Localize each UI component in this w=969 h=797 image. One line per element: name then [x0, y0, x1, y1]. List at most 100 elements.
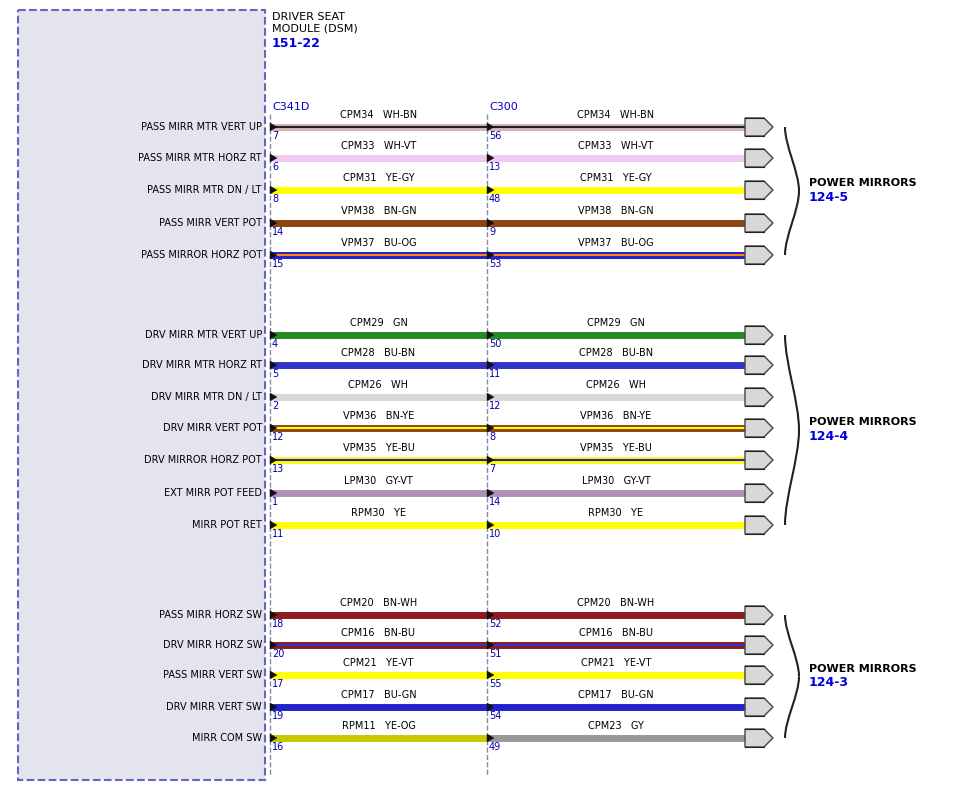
- Text: 11: 11: [271, 529, 284, 539]
- Polygon shape: [744, 388, 772, 406]
- Text: 56: 56: [488, 131, 501, 141]
- Bar: [18, 10, 265, 780]
- Text: 124-3: 124-3: [808, 676, 848, 689]
- Polygon shape: [269, 123, 277, 131]
- Text: CPM33   WH-VT: CPM33 WH-VT: [578, 141, 653, 151]
- Text: 13: 13: [488, 162, 501, 172]
- Polygon shape: [269, 489, 277, 497]
- Text: CPM17   BU-GN: CPM17 BU-GN: [578, 690, 653, 700]
- Polygon shape: [486, 489, 493, 497]
- Polygon shape: [486, 671, 493, 679]
- Polygon shape: [486, 456, 493, 464]
- Text: 8: 8: [271, 194, 278, 204]
- Text: RPM30   YE: RPM30 YE: [588, 508, 642, 518]
- Text: 2: 2: [271, 401, 278, 411]
- Text: 7: 7: [488, 464, 495, 474]
- Text: CPM29   GN: CPM29 GN: [349, 318, 407, 328]
- Text: CPM34   WH-BN: CPM34 WH-BN: [577, 110, 654, 120]
- Polygon shape: [744, 729, 772, 747]
- Text: 11: 11: [488, 369, 501, 379]
- Polygon shape: [269, 154, 277, 162]
- Text: 124-4: 124-4: [808, 430, 848, 442]
- Text: 1: 1: [271, 497, 278, 507]
- Text: PASS MIRR VERT POT: PASS MIRR VERT POT: [159, 218, 262, 228]
- Polygon shape: [744, 214, 772, 232]
- Polygon shape: [269, 331, 277, 339]
- Polygon shape: [744, 666, 772, 684]
- Text: DRV MIRR MTR VERT UP: DRV MIRR MTR VERT UP: [144, 330, 262, 340]
- Text: 52: 52: [488, 619, 501, 629]
- Text: 8: 8: [488, 432, 494, 442]
- Text: RPM11   YE-OG: RPM11 YE-OG: [341, 721, 415, 731]
- Text: 55: 55: [488, 679, 501, 689]
- Text: 14: 14: [271, 227, 284, 237]
- Polygon shape: [269, 219, 277, 227]
- Text: PASS MIRROR HORZ POT: PASS MIRROR HORZ POT: [141, 250, 262, 260]
- Polygon shape: [269, 641, 277, 649]
- Polygon shape: [744, 181, 772, 199]
- Text: 12: 12: [271, 432, 284, 442]
- Text: VPM35   YE-BU: VPM35 YE-BU: [579, 443, 651, 453]
- Polygon shape: [744, 698, 772, 716]
- Polygon shape: [269, 424, 277, 432]
- Polygon shape: [744, 118, 772, 136]
- Polygon shape: [486, 361, 493, 369]
- Text: VPM37   BU-OG: VPM37 BU-OG: [340, 238, 416, 248]
- Text: C341D: C341D: [271, 102, 309, 112]
- Text: 6: 6: [271, 162, 278, 172]
- Text: CPM21   YE-VT: CPM21 YE-VT: [580, 658, 650, 668]
- Text: CPM31   YE-GY: CPM31 YE-GY: [342, 173, 414, 183]
- Text: MIRR POT RET: MIRR POT RET: [192, 520, 262, 530]
- Text: VPM36   BN-YE: VPM36 BN-YE: [579, 411, 651, 421]
- Text: 12: 12: [488, 401, 501, 411]
- Text: PASS MIRR VERT SW: PASS MIRR VERT SW: [163, 670, 262, 680]
- Polygon shape: [486, 251, 493, 259]
- Polygon shape: [744, 516, 772, 534]
- Polygon shape: [486, 641, 493, 649]
- Text: 13: 13: [271, 464, 284, 474]
- Text: DRV MIRROR HORZ POT: DRV MIRROR HORZ POT: [144, 455, 262, 465]
- Text: PASS MIRR MTR VERT UP: PASS MIRR MTR VERT UP: [141, 122, 262, 132]
- Text: LPM30   GY-VT: LPM30 GY-VT: [344, 476, 413, 486]
- Text: CPM26   WH: CPM26 WH: [348, 380, 408, 390]
- Text: CPM23   GY: CPM23 GY: [587, 721, 643, 731]
- Text: CPM17   BU-GN: CPM17 BU-GN: [340, 690, 416, 700]
- Polygon shape: [744, 419, 772, 437]
- Text: 20: 20: [271, 649, 284, 659]
- Text: RPM30   YE: RPM30 YE: [351, 508, 406, 518]
- Text: VPM38   BN-GN: VPM38 BN-GN: [578, 206, 653, 216]
- Text: CPM16   BN-BU: CPM16 BN-BU: [341, 628, 415, 638]
- Text: MODULE (DSM): MODULE (DSM): [271, 23, 358, 33]
- Text: CPM28   BU-BN: CPM28 BU-BN: [578, 348, 652, 358]
- Text: 53: 53: [488, 259, 501, 269]
- Polygon shape: [744, 246, 772, 264]
- Text: CPM21   YE-VT: CPM21 YE-VT: [343, 658, 413, 668]
- Text: POWER MIRRORS: POWER MIRRORS: [808, 663, 916, 673]
- Polygon shape: [486, 331, 493, 339]
- Text: CPM20   BN-WH: CPM20 BN-WH: [577, 598, 654, 608]
- Text: MIRR COM SW: MIRR COM SW: [192, 733, 262, 743]
- Text: VPM36   BN-YE: VPM36 BN-YE: [342, 411, 414, 421]
- Polygon shape: [486, 154, 493, 162]
- Polygon shape: [269, 361, 277, 369]
- Text: 5: 5: [271, 369, 278, 379]
- Polygon shape: [269, 521, 277, 529]
- Text: 9: 9: [488, 227, 494, 237]
- Text: 17: 17: [271, 679, 284, 689]
- Text: CPM28   BU-BN: CPM28 BU-BN: [341, 348, 415, 358]
- Text: 51: 51: [488, 649, 501, 659]
- Polygon shape: [269, 611, 277, 619]
- Text: CPM31   YE-GY: CPM31 YE-GY: [579, 173, 651, 183]
- Text: DRV MIRR VERT POT: DRV MIRR VERT POT: [163, 423, 262, 433]
- Text: CPM34   WH-BN: CPM34 WH-BN: [339, 110, 417, 120]
- Text: 151-22: 151-22: [271, 37, 321, 50]
- Polygon shape: [486, 186, 493, 194]
- Text: 18: 18: [271, 619, 284, 629]
- Polygon shape: [269, 186, 277, 194]
- Text: PASS MIRR MTR HORZ RT: PASS MIRR MTR HORZ RT: [139, 153, 262, 163]
- Polygon shape: [744, 356, 772, 374]
- Polygon shape: [486, 123, 493, 131]
- Text: LPM30   GY-VT: LPM30 GY-VT: [581, 476, 649, 486]
- Text: C300: C300: [488, 102, 517, 112]
- Text: VPM37   BU-OG: VPM37 BU-OG: [578, 238, 653, 248]
